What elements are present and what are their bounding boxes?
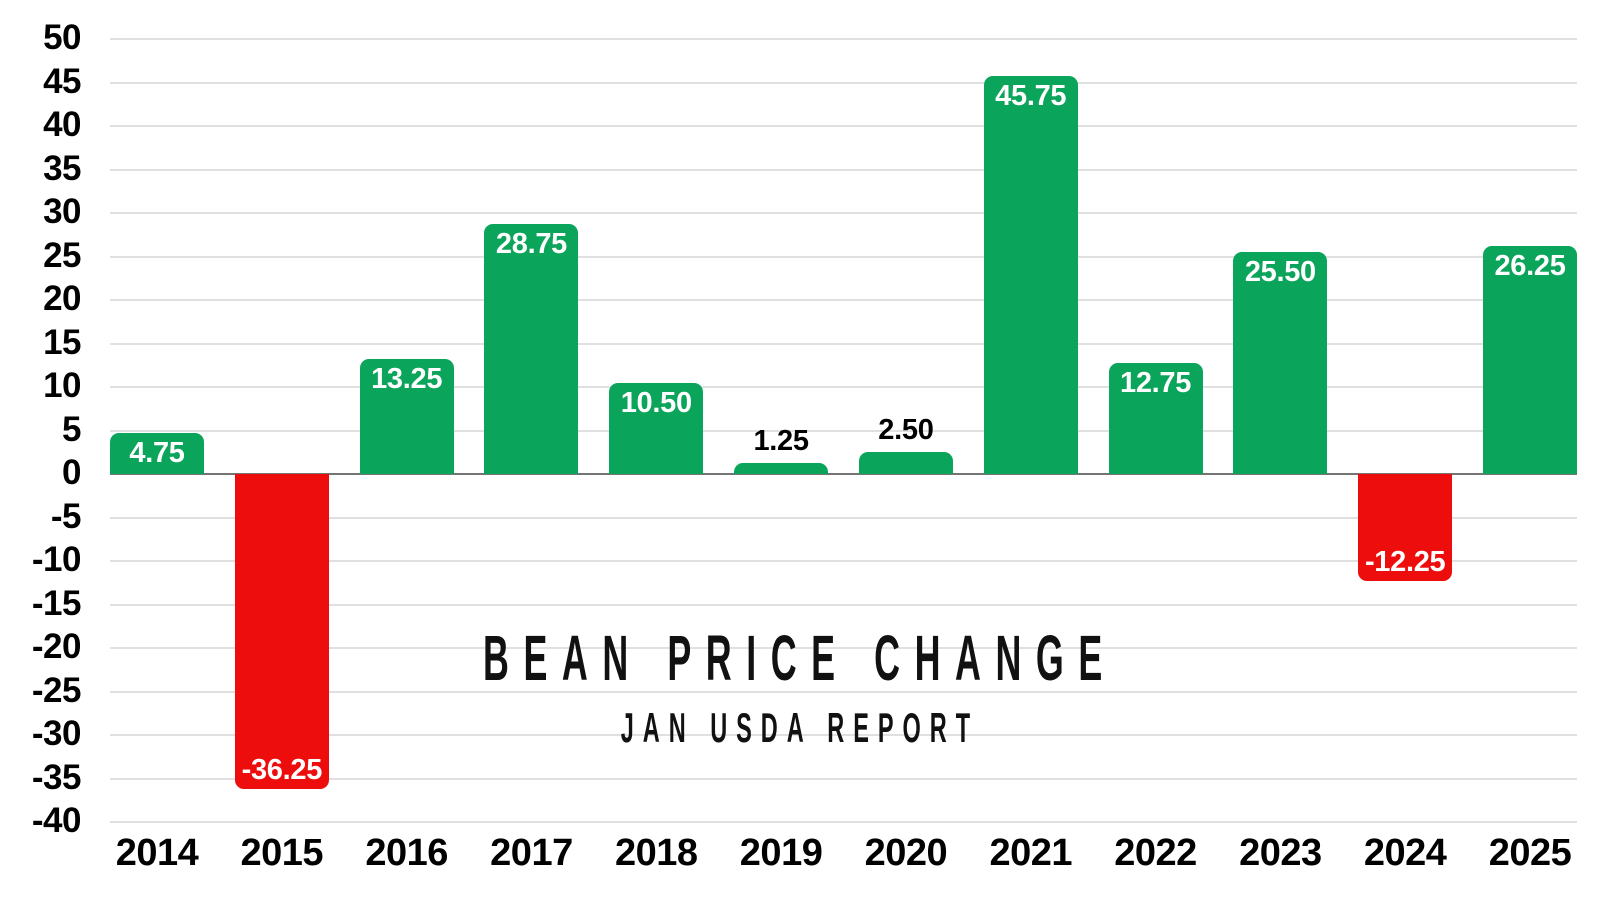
bar-2021: 45.75 bbox=[983, 75, 1078, 474]
y-tick-label--5: -5 bbox=[50, 496, 82, 536]
y-tick-label-45: 45 bbox=[43, 61, 81, 101]
x-tick-label-2016: 2016 bbox=[365, 832, 448, 874]
bar-2017: 28.75 bbox=[484, 223, 579, 474]
gridline-10 bbox=[110, 386, 1577, 388]
y-tick-label--10: -10 bbox=[31, 540, 82, 579]
chart-subtitle-text: JAN USDA REPORT bbox=[620, 704, 980, 751]
chart-title: BEAN PRICE CHANGE bbox=[0, 626, 1600, 690]
plot-area: 4.75 -36.25 13.25 28.75 10.50 1.25 2.50 45.75 12… bbox=[110, 38, 1577, 823]
y-tick-label-0: 0 bbox=[62, 453, 81, 492]
x-tick-label-2018: 2018 bbox=[614, 832, 698, 874]
bar-2015: -36.25 bbox=[234, 474, 329, 790]
y-tick-label--15: -15 bbox=[31, 583, 82, 623]
gridline--20 bbox=[110, 647, 1577, 649]
y-tick-label-25: 25 bbox=[43, 235, 81, 275]
gridline--15 bbox=[110, 603, 1577, 606]
chart-title-text: BEAN PRICE CHANGE bbox=[483, 622, 1117, 694]
bar-2020 bbox=[858, 452, 953, 474]
gridline-15 bbox=[110, 342, 1577, 345]
y-tick-label-20: 20 bbox=[43, 279, 81, 318]
x-tick-label-2015: 2015 bbox=[240, 832, 324, 874]
y-tick-label-15: 15 bbox=[43, 322, 81, 362]
bar-label-2021: 45.75 bbox=[995, 79, 1067, 112]
bar-label-2016: 13.25 bbox=[371, 362, 443, 395]
bar-label-2015: -36.25 bbox=[241, 754, 323, 787]
zero-axis-line bbox=[110, 473, 1577, 475]
gridline-35 bbox=[110, 168, 1577, 171]
gridline-25 bbox=[110, 255, 1577, 258]
gridline--40 bbox=[110, 821, 1577, 823]
gridline--10 bbox=[110, 560, 1577, 562]
bar-label-2018: 10.50 bbox=[620, 386, 692, 419]
gridline--25 bbox=[110, 690, 1577, 693]
y-tick-label--35: -35 bbox=[31, 757, 82, 797]
y-tick-label--25: -25 bbox=[31, 670, 82, 710]
x-tick-label-2017: 2017 bbox=[490, 832, 573, 874]
gridline--30 bbox=[110, 734, 1577, 736]
x-tick-label-2025: 2025 bbox=[1488, 832, 1572, 874]
bar-label-2017: 28.75 bbox=[495, 227, 567, 260]
bar-label-2025: 26.25 bbox=[1494, 249, 1566, 282]
bar-label-2014: 4.75 bbox=[129, 436, 185, 469]
y-tick-label--40: -40 bbox=[31, 801, 82, 840]
bar-2014: 4.75 bbox=[110, 432, 204, 474]
bar-label-2023: 25.50 bbox=[1244, 256, 1316, 289]
bar-2018: 10.50 bbox=[609, 382, 704, 474]
y-tick-label-50: 50 bbox=[43, 18, 81, 57]
gridline-20 bbox=[110, 299, 1577, 301]
gridline-40 bbox=[110, 125, 1577, 127]
bar-2025: 26.25 bbox=[1483, 245, 1577, 474]
gridline--5 bbox=[110, 516, 1577, 519]
chart-subtitle: JAN USDA REPORT bbox=[0, 707, 1600, 749]
y-tick-label-40: 40 bbox=[43, 105, 81, 144]
bar-label-2019: 1.25 bbox=[753, 425, 809, 458]
bar-2023: 25.50 bbox=[1233, 252, 1328, 474]
bar-2022: 12.75 bbox=[1108, 363, 1203, 474]
bar-label-2024: -12.25 bbox=[1364, 545, 1446, 578]
y-tick-label--20: -20 bbox=[31, 627, 82, 666]
y-tick-label-35: 35 bbox=[43, 148, 81, 188]
y-tick-label--30: -30 bbox=[31, 714, 82, 753]
x-tick-label-2021: 2021 bbox=[989, 832, 1072, 874]
bar-label-2020: 2.50 bbox=[878, 414, 934, 447]
x-tick-label-2019: 2019 bbox=[739, 832, 823, 874]
gridline-50 bbox=[110, 38, 1577, 40]
x-tick-label-2014: 2014 bbox=[115, 832, 199, 874]
y-tick-label-10: 10 bbox=[43, 366, 81, 405]
bar-label-2022: 12.75 bbox=[1119, 367, 1192, 400]
gridline-5 bbox=[110, 429, 1577, 432]
y-tick-label-30: 30 bbox=[43, 192, 81, 231]
gridline-45 bbox=[110, 81, 1577, 84]
gridline-30 bbox=[110, 212, 1577, 214]
x-tick-label-2020: 2020 bbox=[864, 832, 948, 874]
x-tick-label-2023: 2023 bbox=[1239, 832, 1322, 874]
gridline--35 bbox=[110, 777, 1577, 780]
bar-2019 bbox=[734, 463, 829, 474]
y-tick-label-5: 5 bbox=[62, 409, 81, 449]
bar-2016: 13.25 bbox=[359, 358, 454, 474]
x-tick-label-2022: 2022 bbox=[1114, 832, 1197, 874]
bar-2024: -12.25 bbox=[1358, 474, 1453, 581]
x-tick-label-2024: 2024 bbox=[1363, 832, 1447, 874]
